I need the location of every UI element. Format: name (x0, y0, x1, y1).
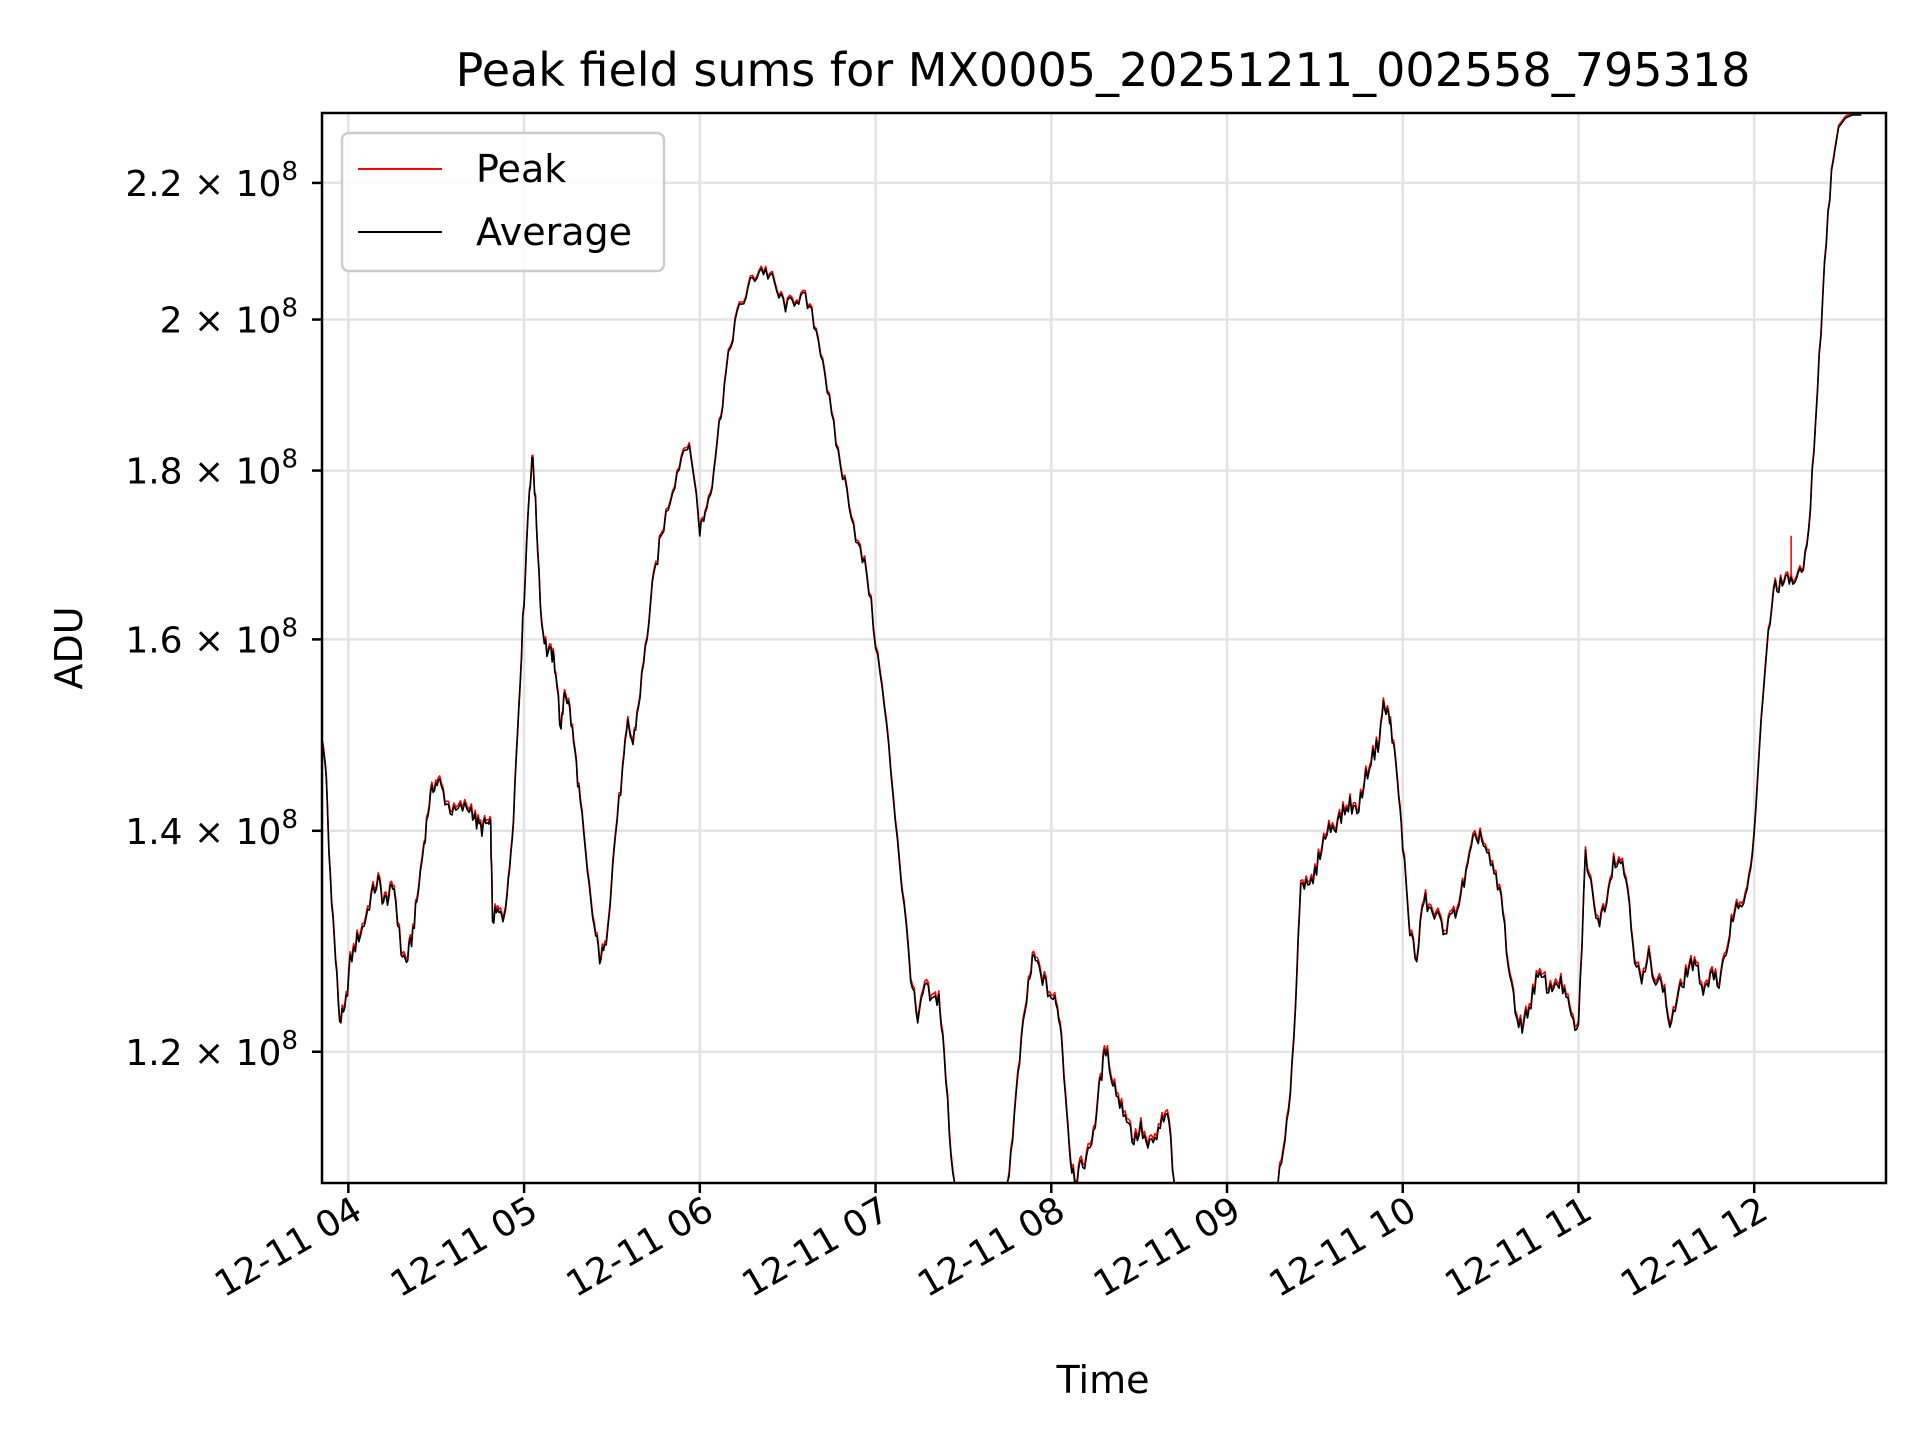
y-tick-exponent: 8 (281, 1026, 298, 1056)
y-tick-mantissa: 1.6 (125, 620, 182, 661)
legend-box (340, 131, 666, 273)
y-tick-base: 10 (236, 1033, 282, 1074)
y-tick-mantissa: 1.2 (125, 1033, 182, 1074)
y-tick-exponent: 8 (281, 157, 298, 187)
y-tick-label: 2.2 × 108 (125, 157, 298, 205)
y-tick-times-sign: × (183, 164, 236, 205)
series-average-line (321, 114, 1862, 1184)
y-tick-mantissa: 1.8 (125, 452, 182, 493)
y-tick-times-sign: × (183, 812, 236, 853)
y-tick-label: 2 × 108 (160, 294, 298, 342)
y-tick-base: 10 (236, 620, 282, 661)
y-axis-label: ADU (47, 606, 91, 689)
chart-title: Peak field sums for MX0005_20251211_0025… (456, 43, 1751, 97)
series-layer (321, 112, 1862, 1184)
y-tick-times-sign: × (183, 301, 236, 342)
y-tick-exponent: 8 (281, 294, 298, 324)
legend: Peak Average (340, 131, 666, 273)
plot-area-frame (320, 111, 1888, 1185)
y-tick-label: 1.4 × 108 (125, 805, 298, 853)
y-tick-times-sign: × (183, 620, 236, 661)
y-tick-exponent: 8 (281, 805, 298, 835)
legend-peak-label: Peak (476, 147, 566, 191)
y-tick-base: 10 (236, 452, 282, 493)
y-tick-label: 1.6 × 108 (125, 613, 298, 661)
y-tick-label: 1.8 × 108 (125, 445, 298, 493)
y-tick-exponent: 8 (281, 445, 298, 475)
y-tick-times-sign: × (183, 452, 236, 493)
y-tick-mantissa: 1.4 (125, 812, 182, 853)
y-tick-mantissa: 2 (160, 301, 183, 342)
y-tick-exponent: 8 (281, 613, 298, 643)
y-tick-base: 10 (236, 812, 282, 853)
y-tick-label: 1.2 × 108 (125, 1026, 298, 1074)
x-axis-label: Time (1056, 1358, 1150, 1402)
legend-average-label: Average (476, 210, 632, 254)
y-tick-base: 10 (236, 164, 282, 205)
y-tick-times-sign: × (183, 1033, 236, 1074)
y-tick-mantissa: 2.2 (125, 164, 182, 205)
y-tick-base: 10 (236, 301, 282, 342)
